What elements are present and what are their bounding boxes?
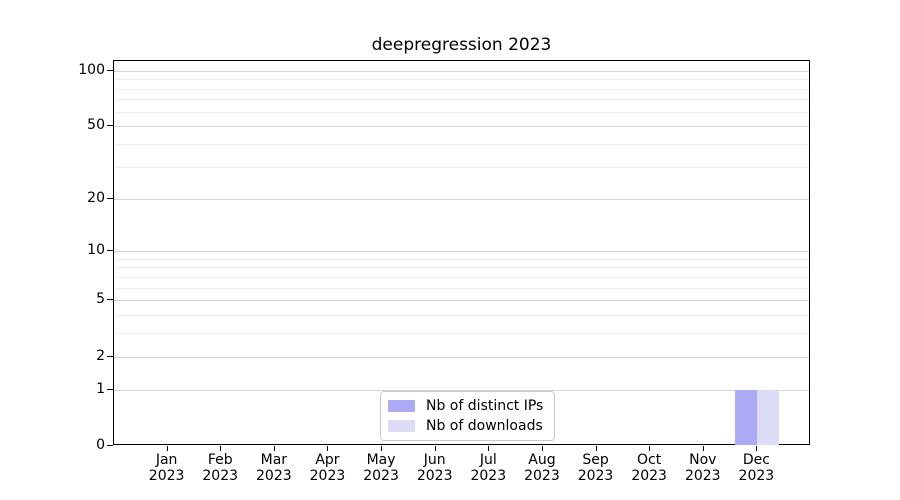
x-tick-month: Sep — [582, 452, 609, 468]
minor-gridline — [114, 144, 809, 146]
x-tick-mark — [381, 446, 383, 451]
y-tick-mark — [107, 250, 113, 252]
x-tick-year: 2023 — [416, 468, 453, 484]
x-tick-month: Jan — [155, 452, 178, 468]
x-tick-year: 2023 — [577, 468, 614, 484]
legend-item-downloads: Nb of downloads — [388, 418, 543, 434]
y-tick-label: 50 — [87, 117, 105, 134]
x-tick-label-apr: Apr 2023 — [292, 452, 362, 484]
minor-gridline — [114, 267, 809, 269]
major-gridline — [114, 251, 809, 253]
y-tick-label: 10 — [87, 242, 105, 259]
y-tick-label: 1 — [96, 380, 105, 397]
y-tick-label: 20 — [87, 189, 105, 206]
x-tick-label-feb: Feb 2023 — [185, 452, 255, 484]
y-tick-mark — [107, 125, 113, 127]
legend-item-distinct-ips: Nb of distinct IPs — [388, 398, 543, 414]
minor-gridline — [114, 88, 809, 90]
x-tick-mark — [166, 446, 168, 451]
x-tick-mark — [541, 446, 543, 451]
x-tick-month: Apr — [315, 452, 340, 468]
x-tick-mark — [488, 446, 490, 451]
x-tick-year: 2023 — [470, 468, 507, 484]
y-tick-label: 0 — [96, 437, 105, 453]
x-tick-mark — [434, 446, 436, 451]
y-tick-mark — [107, 197, 113, 199]
x-tick-mark — [220, 446, 222, 451]
y-tick-mark — [107, 69, 113, 71]
legend-swatch-downloads — [388, 420, 415, 432]
x-tick-label-dec: Dec 2023 — [721, 452, 791, 484]
x-tick-month: Feb — [207, 452, 233, 468]
y-tick-label: 2 — [96, 347, 105, 364]
minor-gridline — [114, 111, 809, 113]
minor-gridline — [114, 258, 809, 260]
x-tick-mark — [756, 446, 758, 451]
bar-dec-distinct-ips — [735, 389, 758, 445]
minor-gridline — [114, 166, 809, 168]
major-gridline — [114, 126, 809, 128]
x-tick-mark — [273, 446, 275, 451]
plot-area: Nb of distinct IPs Nb of downloads — [113, 60, 810, 445]
x-tick-mark — [702, 446, 704, 451]
x-tick-month: Aug — [528, 452, 556, 468]
x-tick-label-may: May 2023 — [346, 452, 416, 484]
x-tick-label-jul: Jul 2023 — [453, 452, 523, 484]
x-tick-label-jan: Jan 2023 — [132, 452, 202, 484]
x-tick-month: Mar — [260, 452, 288, 468]
x-tick-label-sep: Sep 2023 — [561, 452, 631, 484]
x-tick-month: Jul — [479, 452, 497, 468]
major-gridline — [114, 389, 809, 391]
x-tick-year: 2023 — [524, 468, 560, 484]
minor-gridline — [114, 99, 809, 101]
y-tick-mark — [107, 445, 113, 446]
x-tick-year: 2023 — [148, 468, 185, 484]
major-gridline — [114, 70, 809, 72]
x-tick-label-jun: Jun 2023 — [400, 452, 470, 484]
minor-gridline — [114, 333, 809, 335]
minor-gridline — [114, 315, 809, 317]
y-tick-mark — [107, 388, 113, 390]
x-tick-year: 2023 — [202, 468, 239, 484]
x-tick-label-oct: Oct 2023 — [614, 452, 684, 484]
minor-gridline — [114, 79, 809, 81]
x-tick-year: 2023 — [363, 468, 399, 484]
x-tick-label-mar: Mar 2023 — [239, 452, 309, 484]
major-gridline — [114, 300, 809, 302]
x-tick-label-aug: Aug 2023 — [507, 452, 577, 484]
x-tick-month: Nov — [689, 452, 717, 468]
x-tick-month: Jun — [423, 452, 446, 468]
x-tick-year: 2023 — [631, 468, 667, 484]
major-gridline — [114, 198, 809, 200]
x-tick-month: Oct — [637, 452, 662, 468]
x-tick-label-nov: Nov 2023 — [668, 452, 738, 484]
legend: Nb of distinct IPs Nb of downloads — [380, 391, 556, 441]
chart-title: deepregression 2023 — [371, 35, 552, 55]
x-tick-year: 2023 — [738, 468, 775, 484]
legend-label-downloads: Nb of downloads — [426, 418, 543, 434]
y-tick-mark — [107, 355, 113, 357]
y-tick-label: 100 — [78, 61, 105, 78]
x-tick-mark — [327, 446, 329, 451]
bar-dec-downloads — [757, 389, 780, 445]
x-tick-year: 2023 — [684, 468, 721, 484]
x-tick-year: 2023 — [256, 468, 292, 484]
legend-label-distinct-ips: Nb of distinct IPs — [426, 398, 544, 414]
legend-swatch-distinct-ips — [388, 400, 415, 412]
minor-gridline — [114, 276, 809, 278]
x-tick-mark — [595, 446, 597, 451]
x-tick-month: May — [366, 452, 396, 468]
x-tick-year: 2023 — [309, 468, 346, 484]
y-tick-label: 5 — [96, 291, 105, 308]
x-tick-month: Dec — [742, 452, 770, 468]
minor-gridline — [114, 287, 809, 289]
major-gridline — [114, 356, 809, 358]
y-tick-mark — [107, 299, 113, 301]
x-tick-mark — [649, 446, 651, 451]
